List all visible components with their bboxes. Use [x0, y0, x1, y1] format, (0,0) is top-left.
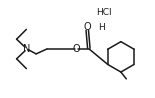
Text: O: O — [73, 44, 81, 54]
Text: H: H — [98, 23, 105, 32]
Text: HCl: HCl — [96, 8, 112, 17]
Text: N: N — [23, 44, 30, 54]
Text: O: O — [84, 22, 91, 32]
